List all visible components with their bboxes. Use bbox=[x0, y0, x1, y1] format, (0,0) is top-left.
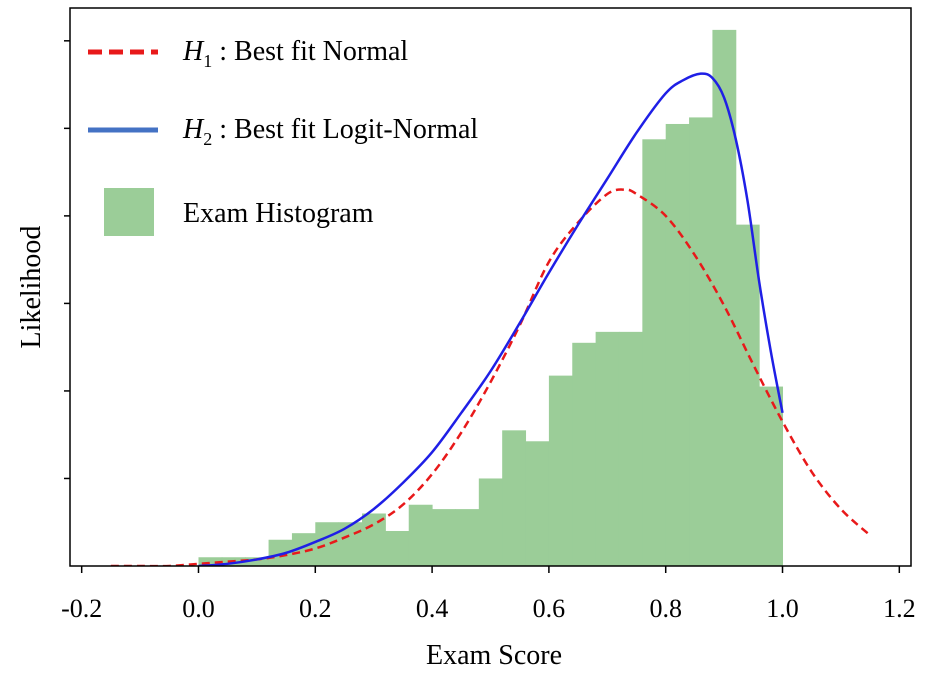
legend-entry: H1 : Best fit Normal bbox=[88, 36, 408, 71]
histogram-bar bbox=[408, 504, 433, 566]
histogram-bar bbox=[759, 386, 784, 566]
x-tick-label: 0.6 bbox=[533, 594, 566, 623]
histogram-bar bbox=[618, 331, 643, 566]
logit-normal-fit-curve bbox=[198, 72, 784, 566]
histogram-bar bbox=[478, 478, 503, 566]
histogram-bar bbox=[385, 530, 410, 566]
histogram-bar bbox=[432, 509, 456, 566]
histogram-bar bbox=[525, 441, 550, 566]
x-tick-label: 0.8 bbox=[649, 594, 682, 623]
histogram-bar bbox=[665, 123, 690, 566]
x-tick-label: -0.2 bbox=[61, 594, 102, 623]
legend: H1 : Best fit Normal H2 : Best fit Logit-… bbox=[88, 36, 478, 236]
histogram-bar bbox=[198, 557, 223, 566]
x-tick-label: 1.2 bbox=[883, 594, 916, 623]
x-axis-ticks: -0.2 0.0 0.2 0.4 0.6 0.8 1.0 1.2 bbox=[61, 566, 916, 623]
histogram-bar bbox=[245, 557, 270, 566]
legend-entry: Exam Histogram bbox=[104, 188, 374, 236]
histogram-bar bbox=[689, 117, 713, 566]
histogram-bar bbox=[455, 509, 480, 566]
histogram-bar bbox=[572, 342, 597, 566]
x-axis-title: Exam Score bbox=[426, 640, 562, 671]
histogram-bars bbox=[198, 29, 784, 566]
fit-curves bbox=[110, 72, 871, 566]
legend-label: H1 : Best fit Normal bbox=[182, 36, 408, 71]
histogram-bar bbox=[642, 139, 667, 566]
legend-swatch bbox=[104, 188, 154, 236]
legend-label: H2 : Best fit Logit-Normal bbox=[182, 114, 478, 149]
histogram-bar bbox=[362, 513, 386, 566]
histogram-bar bbox=[595, 331, 620, 566]
legend-label: Exam Histogram bbox=[183, 198, 374, 229]
histogram-bar bbox=[291, 533, 316, 566]
legend-entry: H2 : Best fit Logit-Normal bbox=[88, 114, 478, 149]
x-tick-label: 0.2 bbox=[299, 594, 332, 623]
x-tick-label: 1.0 bbox=[766, 594, 799, 623]
plot-frame bbox=[69, 7, 912, 567]
histogram-bar bbox=[315, 522, 340, 566]
x-tick-label: 0.4 bbox=[416, 594, 449, 623]
y-axis-title: Likelihood bbox=[16, 226, 47, 349]
x-tick-label: 0.0 bbox=[182, 594, 215, 623]
histogram-bar bbox=[502, 430, 527, 566]
histogram-bar bbox=[268, 539, 293, 566]
histogram-bar bbox=[712, 29, 737, 566]
histogram-bar bbox=[735, 224, 760, 566]
histogram-bar bbox=[548, 375, 573, 566]
y-axis-ticks bbox=[64, 40, 70, 480]
